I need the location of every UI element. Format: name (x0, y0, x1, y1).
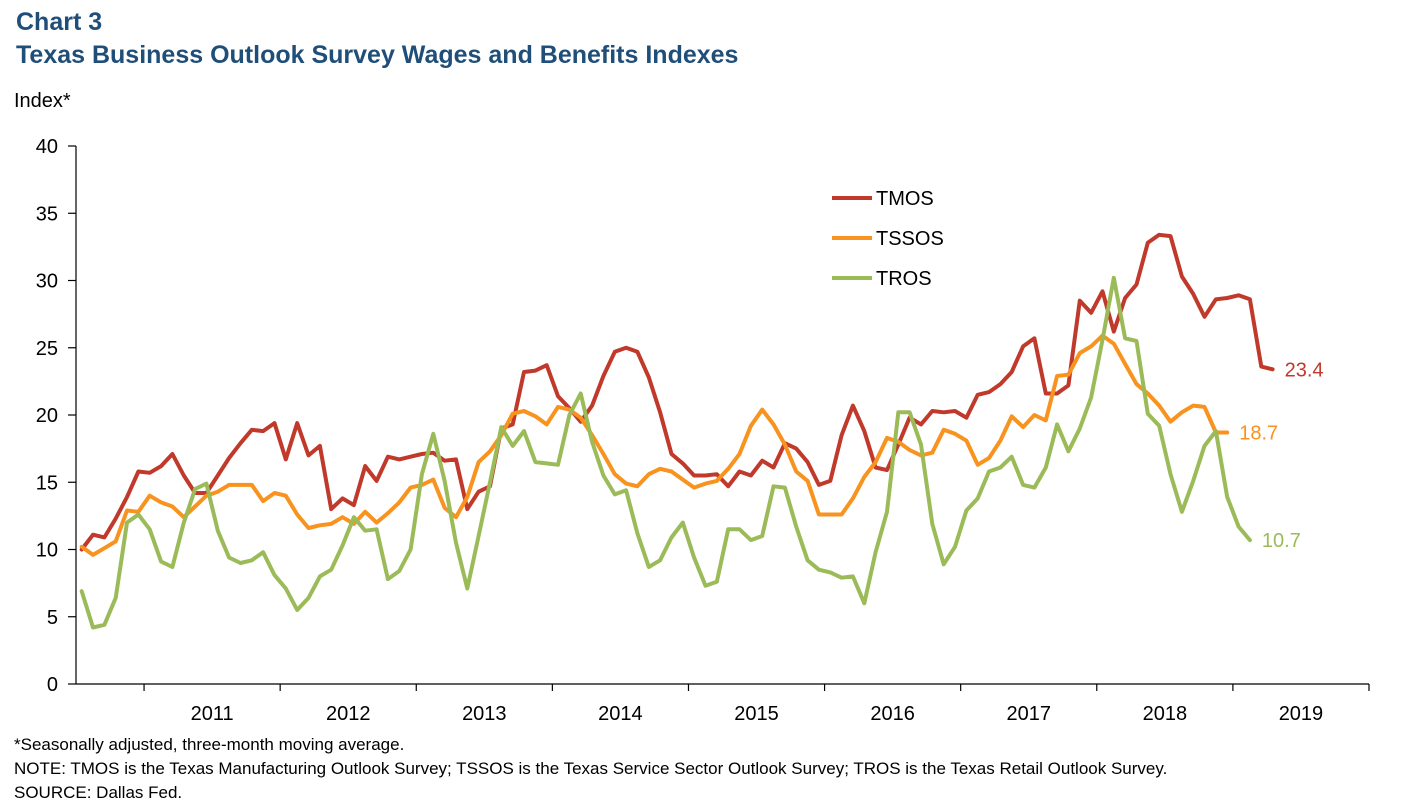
y-tick-label: 40 (36, 136, 58, 158)
x-tick-label: 2019 (1279, 703, 1324, 725)
x-tick-label: 2012 (326, 703, 371, 725)
end-value-label-tmos: 23.4 (1285, 359, 1324, 381)
y-tick-label: 20 (36, 405, 58, 427)
series-layer (79, 232, 1275, 630)
line-chart: 0 5 10 15 20 25 30 35 40 2011 2012 2013 2014 2015 2016… (36, 136, 1370, 725)
axes: 0 5 10 15 20 25 30 35 40 2011 2012 2013 2014 2015 2016… (36, 136, 1370, 725)
y-tick-label: 10 (36, 540, 58, 562)
series-line-tmos (79, 232, 1275, 552)
y-tick-label: 30 (36, 271, 58, 293)
legend-label-tssos: TSSOS (876, 228, 944, 250)
footnote-seasonally-adjusted: *Seasonally adjusted, three-month moving… (14, 735, 405, 754)
legend-label-tros: TROS (876, 268, 932, 290)
end-labels: 23.4 18.7 10.7 (1239, 359, 1323, 552)
end-value-label-tssos: 18.7 (1239, 422, 1278, 444)
x-tick-label: 2014 (598, 703, 643, 725)
x-tick-label: 2017 (1006, 703, 1051, 725)
legend: TMOS TSSOS TROS (832, 188, 944, 290)
series-line-tros (79, 275, 1252, 630)
x-tick-label: 2018 (1143, 703, 1188, 725)
footnote-note: NOTE: TMOS is the Texas Manufacturing Ou… (14, 759, 1168, 778)
y-tick-label: 5 (47, 607, 58, 629)
end-value-label-tros: 10.7 (1262, 530, 1301, 552)
legend-label-tmos: TMOS (876, 188, 934, 210)
footnote-source: SOURCE: Dallas Fed. (14, 783, 183, 802)
y-tick-label: 15 (36, 472, 58, 494)
x-tick-label: 2016 (870, 703, 915, 725)
x-tick-label: 2013 (462, 703, 507, 725)
x-tick-label: 2015 (734, 703, 779, 725)
chart-title: Texas Business Outlook Survey Wages and … (16, 41, 739, 69)
x-tick-label: 2011 (191, 703, 234, 725)
chart-number: Chart 3 (16, 8, 103, 36)
series-line-tssos (79, 333, 1230, 557)
y-tick-label: 35 (36, 203, 58, 225)
y-axis-label: Index* (14, 90, 71, 112)
y-tick-label: 25 (36, 338, 58, 360)
y-tick-label: 0 (47, 674, 58, 696)
